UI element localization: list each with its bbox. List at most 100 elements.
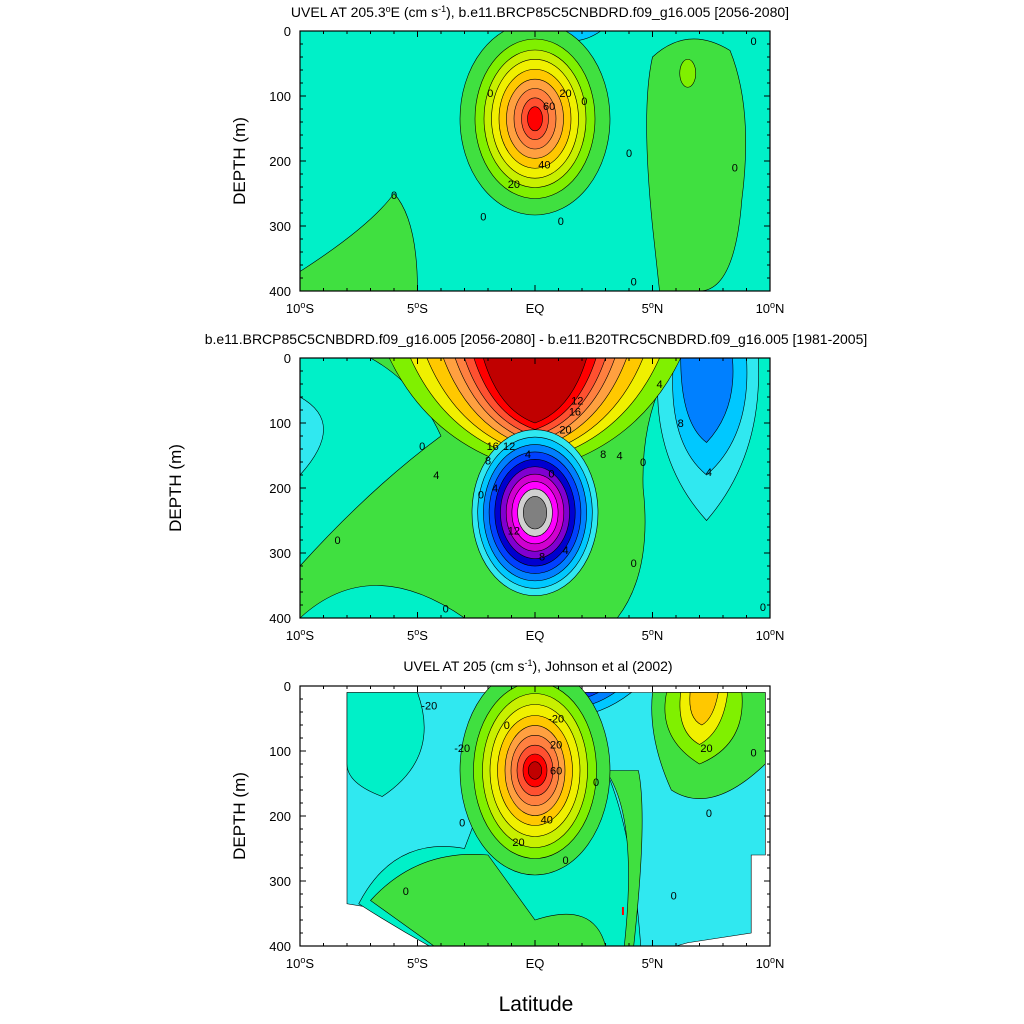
contour-label: 20 bbox=[559, 88, 571, 100]
eastward-patch-sw bbox=[300, 193, 418, 291]
contour-label: 8 bbox=[539, 551, 545, 563]
east-strip bbox=[604, 770, 643, 946]
east-patch-s bbox=[370, 854, 606, 946]
zero-patch-nw bbox=[346, 692, 425, 797]
contour-label: 4 bbox=[562, 545, 568, 557]
panel-1-title: UVEL AT 205.3oE (cm s-1), b.e11.BRCP85C5… bbox=[291, 4, 789, 20]
x-tick-label: 5oN bbox=[642, 627, 664, 643]
x-tick-label: 10oS bbox=[286, 627, 314, 643]
y-tick-label: 200 bbox=[269, 154, 291, 169]
contour-label: 0 bbox=[581, 96, 587, 108]
contour-label: 8 bbox=[600, 449, 606, 461]
contour-label: 4 bbox=[656, 379, 662, 391]
contour-label: 60 bbox=[550, 766, 562, 778]
contour-label: 0 bbox=[504, 720, 510, 732]
contour-label: -20 bbox=[454, 743, 470, 755]
y-tick-label: 400 bbox=[269, 284, 291, 299]
x-tick-label: 5oN bbox=[642, 300, 664, 316]
contour-label: 12 bbox=[571, 395, 583, 407]
contour-label: 16 bbox=[569, 406, 581, 418]
contour-field bbox=[300, 31, 770, 291]
contour-label: 0 bbox=[593, 777, 599, 789]
contour-label: 0 bbox=[750, 747, 756, 759]
y-tick-label: 0 bbox=[284, 679, 291, 694]
x-tick-label: 10oS bbox=[286, 300, 314, 316]
contour-label: 60 bbox=[543, 101, 555, 113]
contour-label: 20 bbox=[559, 425, 571, 437]
contour-label: 4 bbox=[433, 470, 439, 482]
contour-label: 16 bbox=[487, 441, 499, 453]
contour-label: 4 bbox=[525, 449, 531, 461]
contour-label: 12 bbox=[503, 441, 515, 453]
neg-patch-e3 bbox=[680, 358, 734, 443]
contour-label: 0 bbox=[443, 603, 449, 615]
panel-2-title: b.e11.BRCP85C5CNBDRD.f09_g16.005 [2056-2… bbox=[205, 331, 868, 347]
contour-label: 0 bbox=[626, 148, 632, 160]
contour-label: 40 bbox=[538, 159, 550, 171]
contour-label: 0 bbox=[760, 602, 766, 614]
x-tick-label: 10oN bbox=[756, 300, 785, 316]
contour-label: 0 bbox=[480, 211, 486, 223]
x-tick-label: 5oS bbox=[407, 955, 428, 971]
panel-3: UVEL AT 205 (cm s-1), Johnson et al (200… bbox=[230, 658, 784, 971]
contour-label: 4 bbox=[706, 467, 712, 479]
contour-label: 0 bbox=[706, 808, 712, 820]
contour-label: 0 bbox=[548, 469, 554, 481]
contour-label: 0 bbox=[671, 890, 677, 902]
contour-label: 0 bbox=[558, 216, 564, 228]
contour-label: 0 bbox=[335, 535, 341, 547]
x-tick-label: 10oN bbox=[756, 627, 785, 643]
contour-label: 0 bbox=[562, 855, 568, 867]
small-max bbox=[621, 907, 624, 915]
contour-label: 20 bbox=[700, 743, 712, 755]
contour-label: 0 bbox=[631, 276, 637, 288]
east-patch-ne4 bbox=[689, 692, 719, 726]
contour-label: 0 bbox=[631, 558, 637, 570]
contour-label: 8 bbox=[678, 418, 684, 430]
y-tick-label: 100 bbox=[269, 744, 291, 759]
x-tick-label: EQ bbox=[526, 628, 545, 643]
panel-1: UVEL AT 205.3oE (cm s-1), b.e11.BRCP85C5… bbox=[230, 4, 789, 316]
contour-label: -20 bbox=[548, 714, 564, 726]
y-tick-label: 0 bbox=[284, 24, 291, 39]
contour-label: 12 bbox=[508, 525, 520, 537]
contour-label: 4 bbox=[617, 451, 623, 463]
contour-label: 0 bbox=[640, 457, 646, 469]
x-tick-label: EQ bbox=[526, 956, 545, 971]
contour-label: 0 bbox=[487, 88, 493, 100]
contour-label: 20 bbox=[508, 179, 520, 191]
contour-field bbox=[300, 358, 770, 618]
x-tick-label: 10oS bbox=[286, 955, 314, 971]
contour-label: 0 bbox=[732, 163, 738, 175]
y-tick-label: 300 bbox=[269, 546, 291, 561]
eastward-max-ne bbox=[679, 58, 697, 88]
x-tick-label: 10oN bbox=[756, 955, 785, 971]
y-tick-label: 300 bbox=[269, 874, 291, 889]
y-axis-label: DEPTH (m) bbox=[230, 772, 249, 860]
jet-contour-8 bbox=[527, 106, 543, 132]
y-tick-label: 400 bbox=[269, 939, 291, 954]
contour-label: 0 bbox=[478, 490, 484, 502]
contour-label: 8 bbox=[485, 456, 491, 468]
negative-contour-9 bbox=[522, 496, 547, 530]
y-axis-label: DEPTH (m) bbox=[166, 444, 185, 532]
contour-label: 0 bbox=[750, 36, 756, 48]
panel-2: b.e11.BRCP85C5CNBDRD.f09_g16.005 [2056-2… bbox=[166, 331, 867, 643]
contour-label: -20 bbox=[421, 701, 437, 713]
x-tick-label: 5oS bbox=[407, 627, 428, 643]
contour-label: 0 bbox=[419, 441, 425, 453]
x-tick-label: EQ bbox=[526, 301, 545, 316]
contour-label: 0 bbox=[459, 818, 465, 830]
contour-label: 40 bbox=[541, 814, 553, 826]
y-axis-label: DEPTH (m) bbox=[230, 117, 249, 205]
contour-label: 4 bbox=[492, 483, 498, 495]
figure-x-axis-label: Latitude bbox=[499, 993, 574, 1016]
x-tick-label: 5oS bbox=[407, 300, 428, 316]
x-tick-label: 5oN bbox=[642, 955, 664, 971]
neg-patch-w bbox=[300, 396, 324, 476]
y-tick-label: 200 bbox=[269, 481, 291, 496]
contour-label: 20 bbox=[512, 837, 524, 849]
